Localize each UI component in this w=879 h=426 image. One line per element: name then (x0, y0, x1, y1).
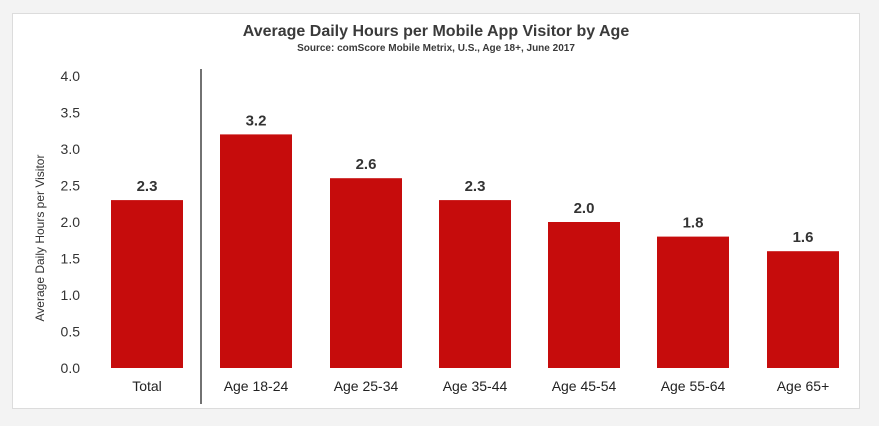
y-tick-label: 0.5 (61, 324, 81, 340)
bar (657, 236, 729, 368)
x-tick-label: Age 45-54 (552, 378, 617, 394)
data-label: 3.2 (246, 112, 267, 129)
y-tick-label: 3.5 (61, 105, 81, 121)
data-label: 1.6 (793, 229, 814, 246)
data-label: 2.0 (574, 200, 595, 217)
x-tick-label: Age 55-64 (661, 378, 726, 394)
y-tick-label: 2.5 (61, 178, 81, 194)
bar (330, 178, 402, 368)
y-tick-label: 3.0 (61, 141, 81, 157)
y-tick-label: 4.0 (61, 68, 81, 84)
x-tick-label: Age 25-34 (334, 378, 399, 394)
bar (548, 222, 620, 368)
x-tick-label: Age 18-24 (224, 378, 289, 394)
y-axis-label: Average Daily Hours per Visitor (33, 155, 47, 322)
y-axis-ticks: 0.0 0.5 1.0 1.5 2.0 2.5 3.0 3.5 4.0 (61, 68, 81, 376)
data-label: 2.3 (137, 178, 158, 195)
bar (220, 134, 292, 368)
y-tick-label: 1.0 (61, 287, 81, 303)
x-tick-label: Age 65+ (777, 378, 830, 394)
bars (111, 134, 839, 368)
x-axis-ticks: Total Age 18-24 Age 25-34 Age 35-44 Age 45-5… (132, 378, 829, 394)
chart-subtitle: Source: comScore Mobile Metrix, U.S., Ag… (297, 43, 575, 54)
y-tick-label: 1.5 (61, 251, 81, 267)
x-tick-label: Age 35-44 (443, 378, 508, 394)
data-label: 2.3 (465, 178, 486, 195)
y-tick-label: 0.0 (61, 360, 81, 376)
bar (439, 200, 511, 368)
data-label: 1.8 (683, 215, 704, 232)
bar (111, 200, 183, 368)
chart-title: Average Daily Hours per Mobile App Visit… (243, 23, 630, 40)
y-tick-label: 2.0 (61, 214, 81, 230)
data-labels: 2.3 3.2 2.6 2.3 2.0 1.8 1.6 (137, 112, 814, 246)
x-tick-label: Total (132, 378, 162, 394)
bar (767, 251, 839, 368)
data-label: 2.6 (356, 156, 377, 173)
